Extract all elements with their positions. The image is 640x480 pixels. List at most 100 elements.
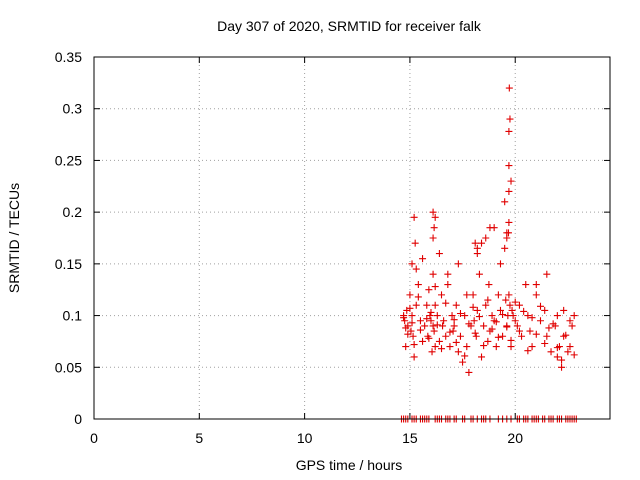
data-point: [492, 343, 500, 351]
data-point: [570, 312, 578, 320]
data-point: [411, 239, 419, 247]
data-point: [507, 177, 515, 185]
data-point: [412, 265, 420, 273]
data-point: [543, 332, 551, 340]
data-point: [430, 327, 438, 335]
data-point: [416, 326, 424, 334]
data-point: [427, 317, 435, 325]
data-point: [488, 312, 496, 320]
data-point: [505, 218, 513, 226]
data-point: [431, 283, 439, 291]
data-point: [425, 334, 433, 342]
data-point: [520, 307, 528, 315]
y-tick-label: 0.2: [63, 204, 83, 220]
x-tick-label: 15: [402, 430, 418, 446]
data-point: [528, 343, 536, 351]
y-tick-label: 0.35: [55, 49, 82, 65]
data-point: [471, 239, 479, 247]
data-point: [408, 260, 416, 268]
data-point: [541, 339, 549, 347]
data-point: [446, 328, 454, 336]
data-point: [507, 343, 515, 351]
data-point: [438, 291, 446, 299]
data-point: [419, 337, 427, 345]
data-point: [502, 296, 510, 304]
data-point: [440, 317, 448, 325]
chart-title: Day 307 of 2020, SRMTID for receiver fal…: [217, 18, 482, 34]
data-point: [414, 293, 422, 301]
data-point: [425, 286, 433, 294]
data-point: [501, 244, 509, 252]
data-point: [430, 224, 438, 232]
data-point: [450, 322, 458, 330]
data-point: [513, 322, 521, 330]
x-tick-label: 5: [195, 430, 203, 446]
data-point: [473, 306, 481, 314]
data-point: [429, 234, 437, 242]
data-point: [545, 324, 553, 332]
data-point: [492, 318, 500, 326]
data-point: [528, 314, 536, 322]
plot-frame: [93, 56, 611, 420]
data-point: [505, 84, 513, 92]
data-point: [499, 332, 507, 340]
data-point: [506, 301, 514, 309]
data-point: [564, 348, 572, 356]
data-point: [429, 270, 437, 278]
data-point: [433, 321, 441, 329]
data-point: [435, 250, 443, 258]
data-point: [419, 255, 427, 263]
y-tick-label: 0.25: [55, 152, 82, 168]
data-point: [566, 343, 574, 351]
y-tick-label: 0.1: [63, 308, 83, 324]
data-point: [547, 348, 555, 356]
y-tick-label: 0.15: [55, 256, 82, 272]
data-point: [469, 303, 477, 311]
data-point: [465, 368, 473, 376]
data-point: [482, 234, 490, 242]
data-point: [444, 281, 452, 289]
data-point: [402, 343, 410, 351]
x-tick-label: 10: [297, 430, 313, 446]
data-point: [410, 353, 418, 361]
data-point: [501, 198, 509, 206]
data-point: [461, 312, 469, 320]
data-point: [431, 301, 439, 309]
data-point: [505, 162, 513, 170]
data-point: [412, 301, 420, 309]
data-point: [518, 332, 526, 340]
data-point: [452, 301, 460, 309]
data-point: [475, 313, 483, 321]
data-point: [423, 301, 431, 309]
data-point: [433, 312, 441, 320]
data-point: [558, 356, 566, 364]
data-point: [448, 312, 456, 320]
data-point: [566, 317, 574, 325]
data-point: [568, 322, 576, 330]
data-point: [480, 342, 488, 350]
data-point: [515, 327, 523, 335]
data-point: [484, 337, 492, 345]
data-point: [560, 306, 568, 314]
data-point: [423, 315, 431, 323]
data-point: [463, 343, 471, 351]
data-point: [505, 291, 513, 299]
data-point: [494, 291, 502, 299]
data-point: [429, 322, 437, 330]
data-point: [522, 281, 530, 289]
data-point: [454, 260, 462, 268]
data-point: [416, 317, 424, 325]
data-point: [439, 322, 447, 330]
data-point: [428, 348, 436, 356]
data-point: [435, 337, 443, 345]
data-point: [553, 344, 561, 352]
data-point: [486, 224, 494, 232]
y-axis-label: SRMTID / TECUs: [6, 183, 22, 293]
data-marks: [397, 84, 580, 423]
data-point: [404, 330, 412, 338]
data-point: [570, 351, 578, 359]
data-point: [511, 317, 519, 325]
data-point: [429, 208, 437, 216]
data-point: [543, 270, 551, 278]
